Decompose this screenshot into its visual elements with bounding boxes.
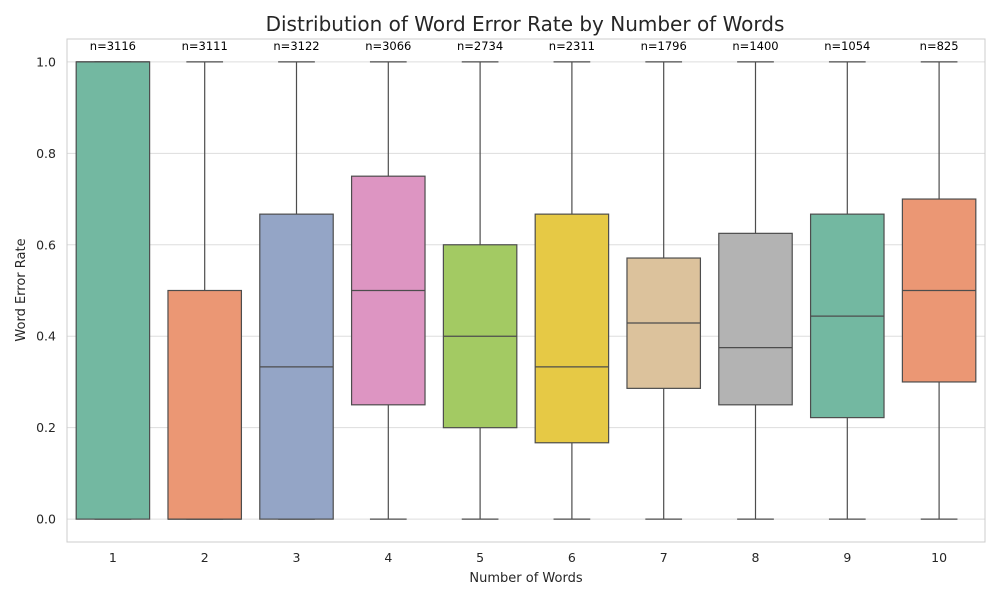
box-2 bbox=[167, 61, 243, 520]
x-tick-label: 7 bbox=[660, 550, 668, 565]
box-9 bbox=[809, 61, 885, 520]
x-tick-label: 2 bbox=[201, 550, 209, 565]
chart-title: Distribution of Word Error Rate by Numbe… bbox=[266, 12, 785, 36]
count-labels: n=3116 n=3111 n=3122 n=3066 n=2734 n=2311 n=17… bbox=[90, 39, 959, 53]
box-7 bbox=[626, 61, 702, 520]
box-5 bbox=[442, 61, 518, 520]
boxes bbox=[75, 61, 977, 520]
count-label: n=3111 bbox=[182, 39, 228, 53]
iqr-box bbox=[534, 213, 610, 444]
x-tick-label: 10 bbox=[931, 550, 947, 565]
plot-frame bbox=[66, 38, 986, 543]
iqr-box bbox=[167, 289, 243, 520]
count-label: n=2734 bbox=[457, 39, 503, 53]
count-label: n=1054 bbox=[824, 39, 870, 53]
box-1 bbox=[75, 61, 151, 520]
box-3 bbox=[259, 61, 334, 520]
y-tick-label: 0.6 bbox=[36, 237, 56, 252]
x-tick-label: 5 bbox=[476, 550, 484, 565]
x-axis-label: Number of Words bbox=[469, 571, 582, 586]
y-tick-label: 0.4 bbox=[36, 329, 56, 344]
count-label: n=1796 bbox=[641, 39, 687, 53]
count-label: n=2311 bbox=[549, 39, 595, 53]
x-tick-label: 1 bbox=[109, 550, 117, 565]
y-tick-label: 1.0 bbox=[36, 54, 56, 69]
x-tick-label: 8 bbox=[752, 550, 760, 565]
count-label: n=1400 bbox=[732, 39, 778, 53]
y-tick-label: 0.8 bbox=[36, 146, 56, 161]
iqr-box bbox=[75, 61, 151, 520]
y-axis-label: Word Error Rate bbox=[14, 238, 29, 341]
count-label: n=3122 bbox=[273, 39, 319, 53]
count-label: n=3116 bbox=[90, 39, 136, 53]
x-tick-label: 3 bbox=[293, 550, 301, 565]
x-ticks: 1 2 3 4 5 6 7 8 9 10 bbox=[109, 550, 947, 565]
count-label: n=825 bbox=[920, 39, 959, 53]
box-6 bbox=[534, 61, 610, 520]
box-4 bbox=[350, 61, 426, 520]
y-tick-label: 0.0 bbox=[36, 512, 56, 527]
box-10 bbox=[901, 61, 977, 520]
y-ticks: 0.0 0.2 0.4 0.6 0.8 1.0 bbox=[36, 54, 56, 526]
count-label: n=3066 bbox=[365, 39, 411, 53]
x-tick-label: 9 bbox=[843, 550, 851, 565]
y-tick-label: 0.2 bbox=[36, 420, 56, 435]
iqr-box bbox=[718, 232, 793, 406]
x-tick-label: 6 bbox=[568, 550, 576, 565]
x-tick-label: 4 bbox=[384, 550, 392, 565]
box-8 bbox=[718, 61, 793, 520]
